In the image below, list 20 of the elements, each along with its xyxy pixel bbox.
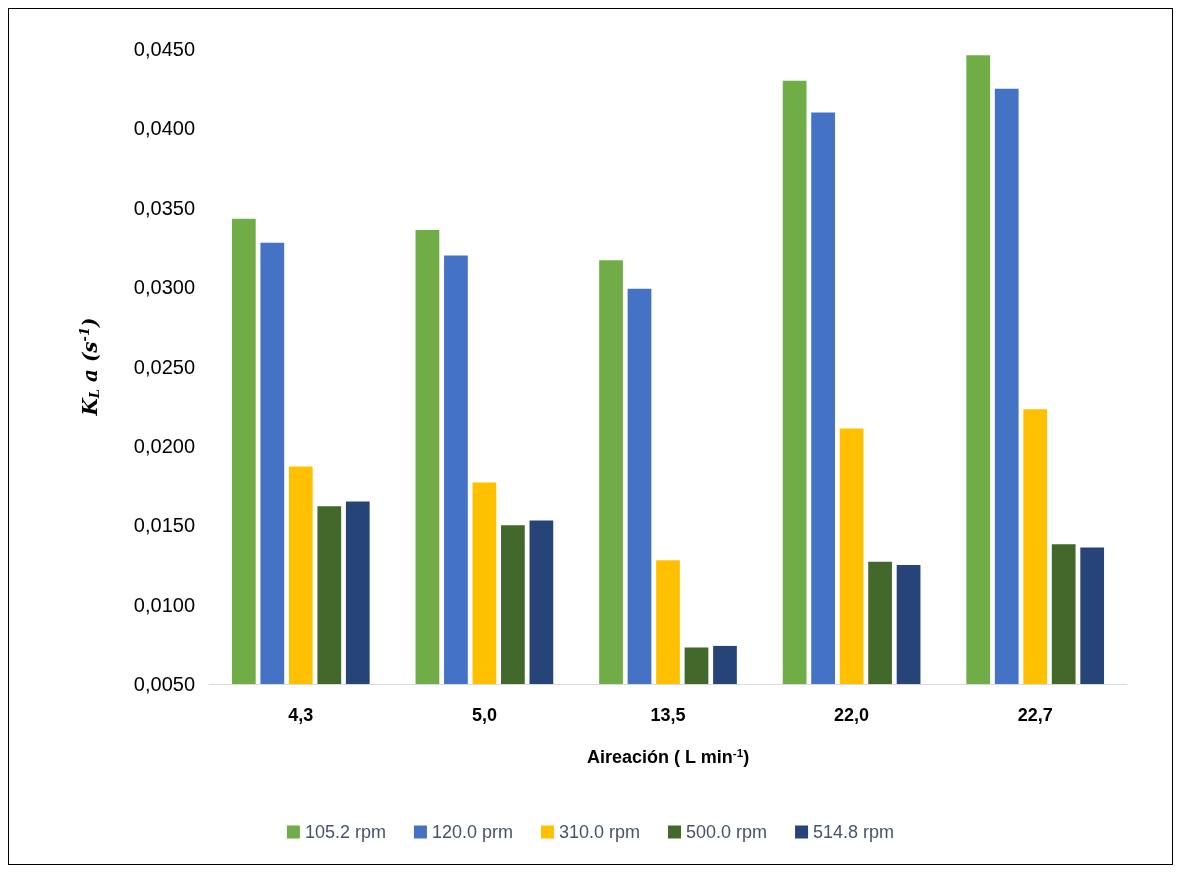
- y-tick-label: 0,0250: [133, 355, 195, 378]
- legend-label: 120.0 prm: [431, 822, 513, 842]
- legend-label: 105.2 rpm: [304, 822, 386, 842]
- y-tick-label: 0,0300: [133, 276, 195, 299]
- y-tick-label: 0,0200: [133, 434, 195, 457]
- x-tick-label: 5,0: [471, 705, 497, 725]
- y-tick-label: 0,0050: [133, 673, 195, 695]
- x-tick-label: 13,5: [650, 705, 686, 725]
- x-tick-label: 22,0: [834, 705, 870, 725]
- y-tick-label: 0,0350: [133, 196, 195, 219]
- y-tick-label: 0,0450: [133, 38, 195, 60]
- legend-label: 500.0 rpm: [686, 822, 768, 842]
- y-tick-label: 0,0150: [133, 514, 195, 537]
- y-axis-title: KL a (s-1): [77, 317, 102, 417]
- x-tick-label: 4,3: [288, 705, 314, 725]
- x-tick-label: 22,7: [1017, 705, 1053, 725]
- legend-label: 514.8 rpm: [813, 822, 895, 842]
- y-tick-label: 0,0100: [133, 593, 195, 616]
- y-tick-label: 0,0400: [133, 117, 195, 140]
- legend-label: 310.0 rpm: [558, 822, 641, 842]
